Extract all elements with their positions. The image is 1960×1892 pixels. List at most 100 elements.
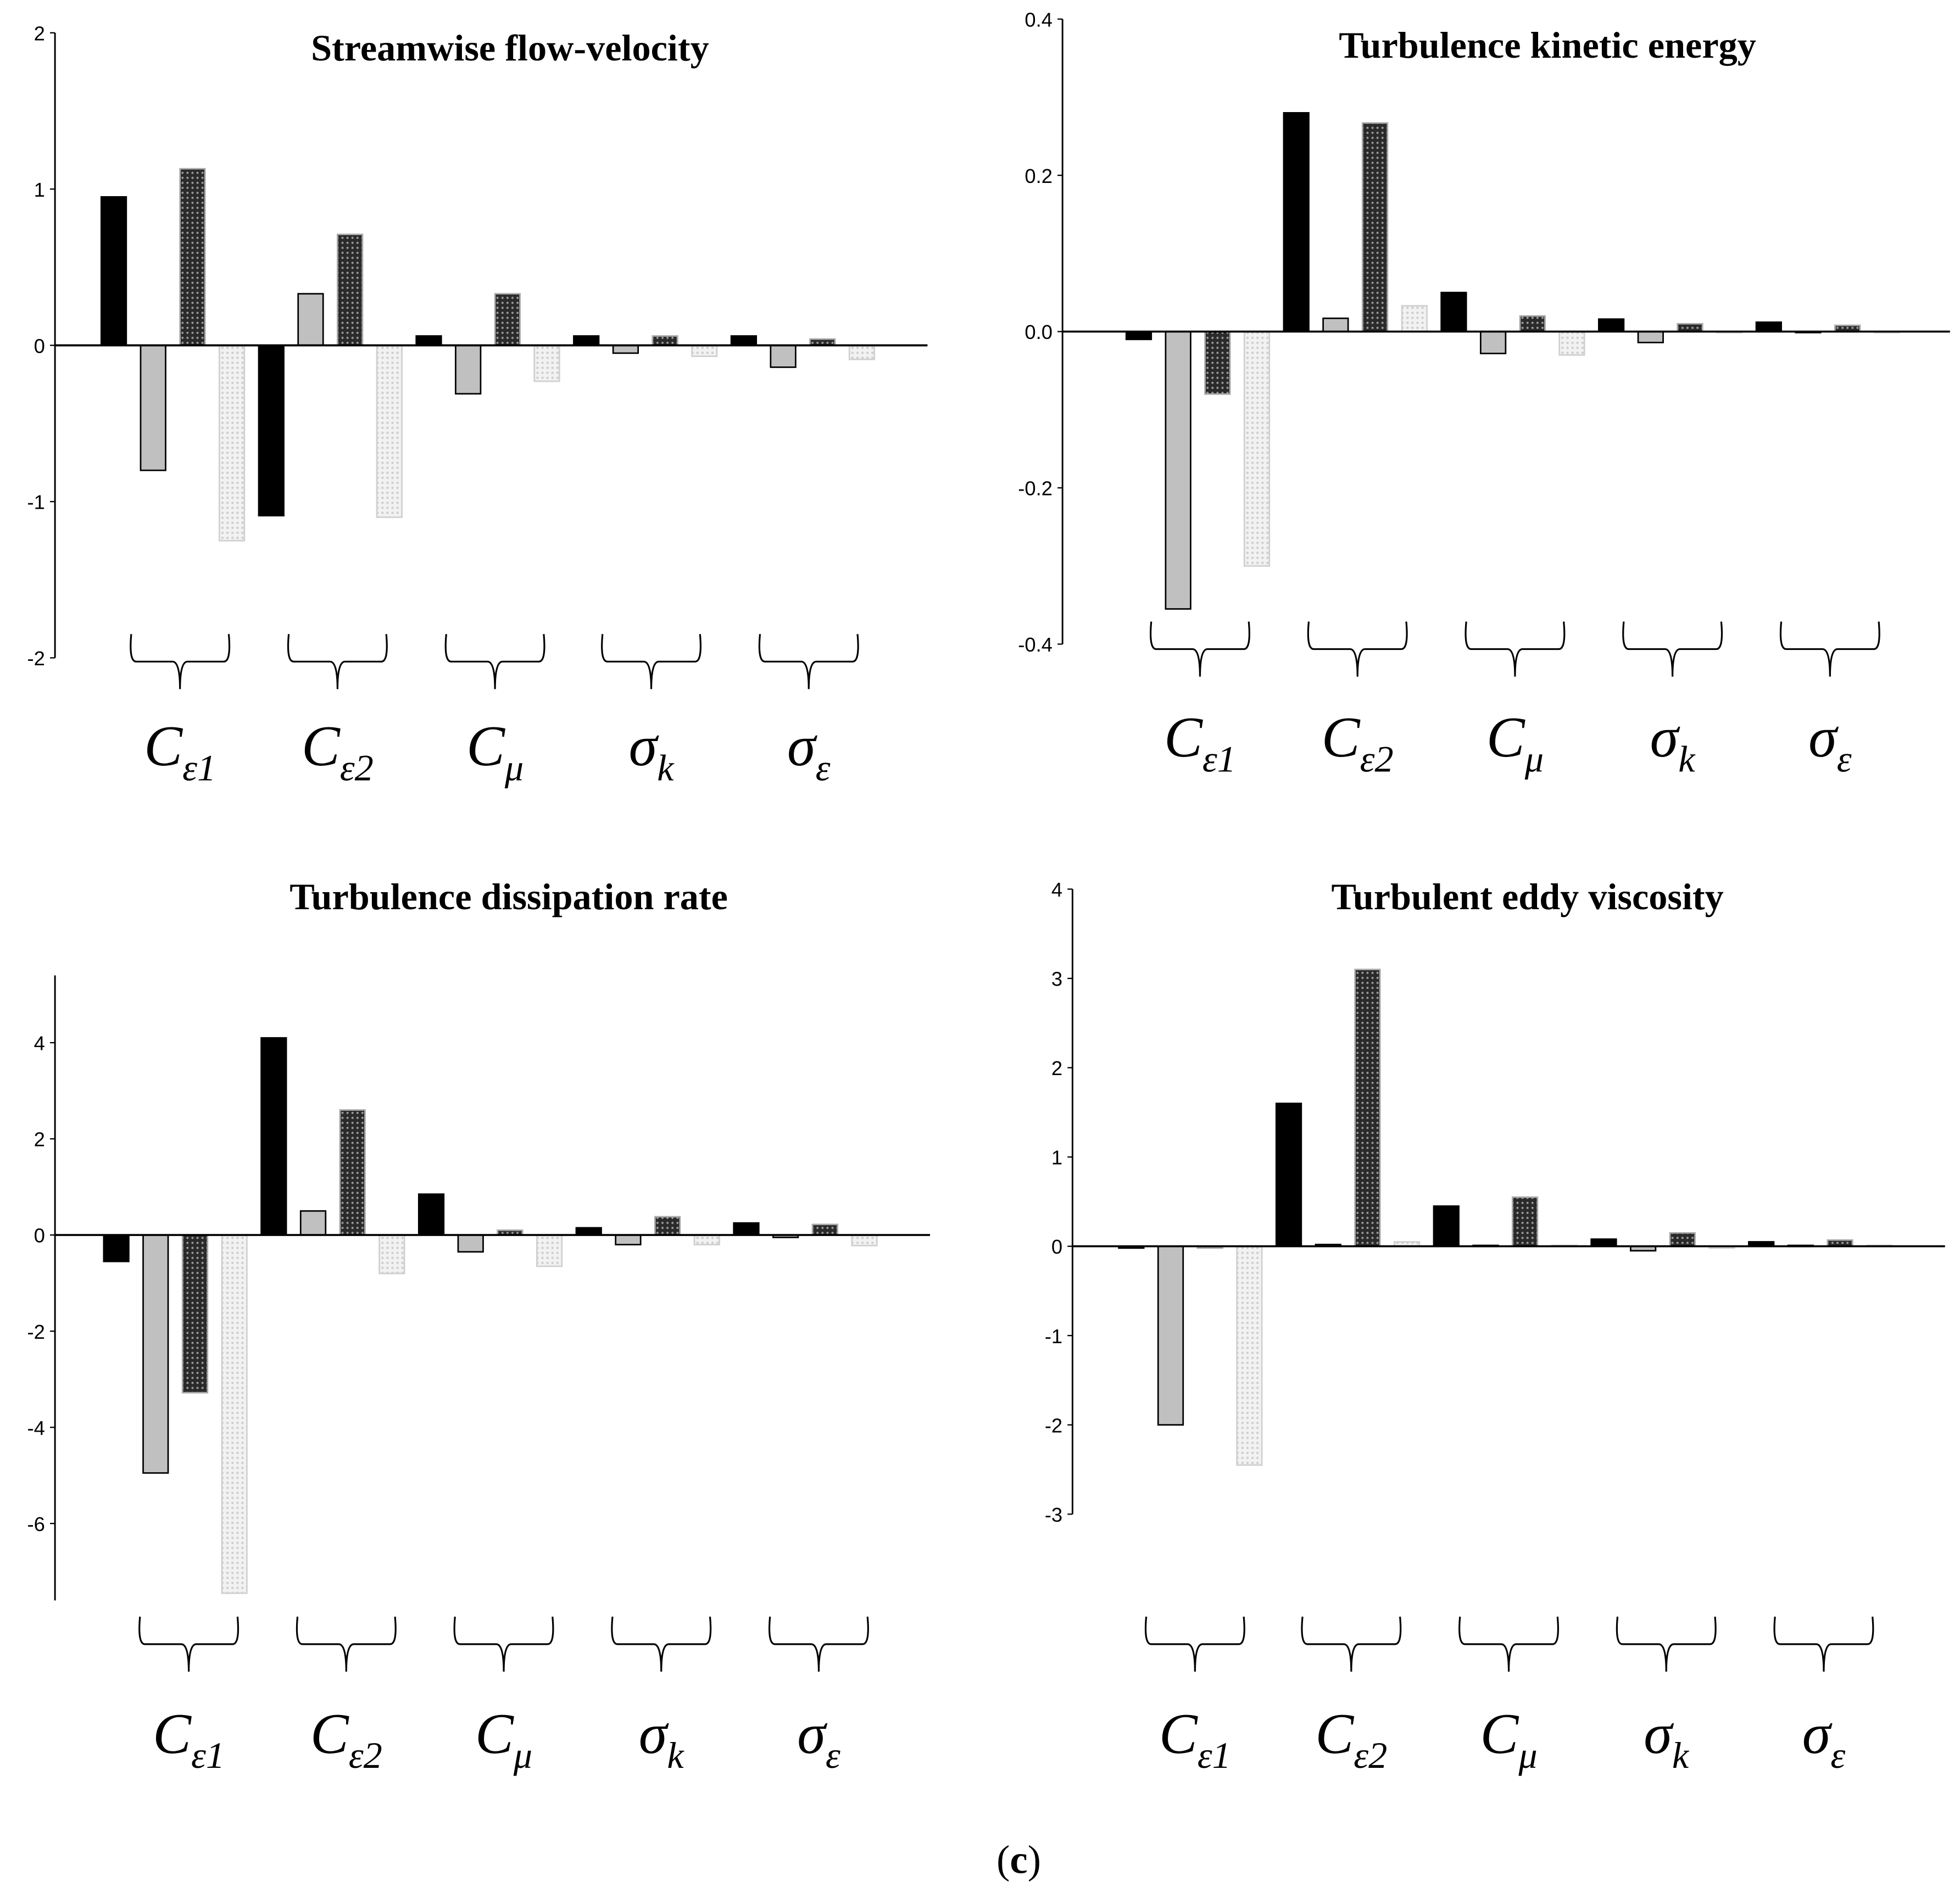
y-tick-label: 0 (34, 1225, 45, 1247)
group-brace (296, 1616, 397, 1672)
bar-series2-group1 (1165, 331, 1191, 610)
y-tick-label: 0 (34, 335, 45, 357)
bar-series4-group2 (378, 1234, 405, 1275)
group-brace (768, 1616, 869, 1672)
bar-series2-group1 (142, 1234, 169, 1474)
group-brace (130, 634, 231, 689)
bar-series1-group1 (100, 196, 127, 346)
bar-series4-group1 (1236, 1245, 1263, 1466)
y-tick-label: 2 (1051, 1057, 1062, 1079)
bar-series2-group5 (770, 344, 797, 368)
bar-series2-group3 (457, 1234, 484, 1253)
group-brace (138, 1616, 240, 1672)
bar-series1-group2 (1275, 1103, 1302, 1247)
bar-series4-group4 (691, 344, 718, 357)
bar-series4-group2 (376, 344, 403, 518)
bar-series3-group4 (652, 335, 678, 346)
bar-series4-group1 (1243, 331, 1271, 567)
group-brace (444, 634, 545, 689)
bar-series2-group1 (140, 344, 166, 471)
chart-1: Streamwise flow-velocity 2 1 0 -1 -2 Cε1 Cε2 Cμ σ… (27, 22, 928, 788)
category-label: σε (1802, 1702, 1846, 1776)
bar-series1-group4 (575, 1227, 602, 1236)
y-tick-label: 0.4 (1024, 8, 1053, 31)
category-label: σk (639, 1702, 685, 1776)
bar-series1-group2 (260, 1037, 287, 1236)
category-label: σε (787, 714, 831, 788)
group-brace (758, 634, 859, 689)
category-label: σε (1808, 705, 1852, 780)
category-label: Cε2 (1315, 1702, 1387, 1776)
bar-series3-group2 (339, 1109, 366, 1236)
y-tick-label: -6 (27, 1513, 45, 1535)
group-brace (1307, 621, 1408, 677)
category-label: Cε1 (1164, 705, 1236, 780)
category-label: σε (797, 1702, 840, 1776)
bar-series1-group3 (415, 335, 442, 346)
bar-series1-group1 (103, 1234, 130, 1262)
y-tick-label: 4 (1051, 878, 1062, 901)
category-label: Cε1 (153, 1702, 225, 1776)
y-tick-label: 0.0 (1024, 321, 1053, 343)
bar-series1-group5 (1755, 321, 1782, 332)
y-tick-label: 3 (1051, 968, 1062, 990)
bar-series3-group4 (1677, 322, 1703, 332)
bar-series4-group4 (693, 1234, 720, 1245)
figure-caption: (c) (996, 1837, 1041, 1882)
y-tick-label: 0 (1051, 1236, 1062, 1258)
group-brace (1458, 1616, 1560, 1672)
group-brace (601, 634, 702, 689)
bar-series3-group1 (181, 1234, 209, 1394)
y-tick-label: -1 (27, 491, 45, 514)
chart-title: Turbulence kinetic energy (1339, 24, 1756, 66)
category-label: Cμ (475, 1702, 532, 1776)
bar-series3-group3 (494, 293, 521, 346)
bar-series4-group3 (1558, 331, 1585, 356)
bar-series4-group1 (218, 344, 246, 542)
group-brace (1616, 1616, 1717, 1672)
chart-title: Streamwise flow-velocity (311, 27, 709, 69)
group-brace (453, 1616, 554, 1672)
bar-series2-group4 (1637, 331, 1664, 343)
y-tick-label: 1 (34, 179, 45, 201)
bar-series1-group2 (1283, 112, 1310, 332)
group-brace (1301, 1616, 1402, 1672)
bar-series1-group4 (573, 335, 600, 346)
category-label: Cε1 (1159, 1702, 1231, 1776)
bar-series1-group3 (1440, 292, 1467, 332)
y-tick-label: 0.2 (1024, 165, 1053, 187)
bar-series1-group1 (1125, 331, 1152, 341)
category-label: Cμ (1486, 705, 1544, 780)
bar-series4-group3 (533, 344, 560, 382)
bar-series2-group1 (1157, 1245, 1184, 1426)
y-tick-label: -2 (1045, 1414, 1062, 1437)
bar-series3-group3 (1512, 1196, 1539, 1247)
group-brace (1144, 1616, 1245, 1672)
bar-series3-group5 (811, 1223, 838, 1236)
bar-series1-group4 (1598, 318, 1625, 332)
category-label: Cμ (466, 714, 524, 788)
bar-series3-group3 (1519, 315, 1546, 332)
y-tick-label: -2 (27, 1321, 45, 1343)
category-label: Cε1 (144, 714, 216, 788)
group-brace (1622, 621, 1723, 677)
bar-series1-group3 (1433, 1205, 1460, 1247)
bar-series2-group2 (1322, 318, 1349, 332)
category-label: Cε2 (310, 1702, 382, 1776)
category-label: σk (1644, 1702, 1690, 1776)
bar-series3-group2 (337, 233, 364, 346)
bar-series3-group4 (1669, 1232, 1696, 1247)
y-tick-label: 1 (1051, 1147, 1062, 1169)
y-tick-label: 2 (34, 1128, 45, 1151)
bar-series2-group3 (455, 344, 482, 395)
bar-series1-group2 (258, 344, 285, 517)
category-label: Cμ (1480, 1702, 1538, 1776)
bar-series2-group4 (615, 1234, 642, 1245)
group-brace (611, 1616, 712, 1672)
y-tick-label: -0.2 (1018, 477, 1053, 500)
y-tick-label: -1 (1045, 1325, 1062, 1348)
bar-series4-group5 (848, 344, 876, 360)
group-brace (1150, 621, 1250, 677)
chart-2: Turbulence kinetic energy 0.4 0.2 0.0 -0.2 -0… (1018, 8, 1950, 780)
